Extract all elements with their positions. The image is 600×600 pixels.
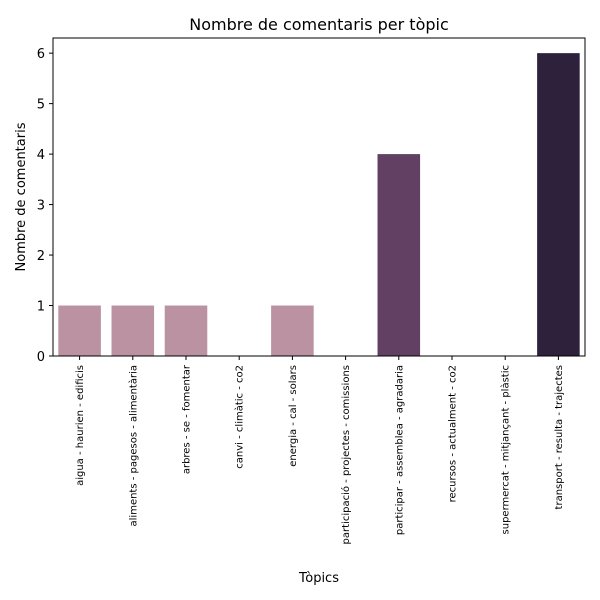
y-axis-label: Nombre de comentaris	[14, 122, 29, 271]
y-tick-label: 0	[37, 350, 45, 365]
bars-group	[58, 53, 580, 357]
y-tick-label: 2	[37, 249, 45, 264]
x-tick-label: participar - assemblea - agradaria	[394, 365, 405, 535]
bar	[111, 305, 155, 356]
bar	[58, 305, 101, 356]
y-tick-label: 6	[37, 47, 45, 62]
chart-title: Nombre de comentaris per tòpic	[189, 15, 449, 34]
x-tick-label: supermercat - mitjançant - plàstic	[500, 365, 512, 534]
bar	[164, 305, 208, 356]
x-axis-ticks: aigua - haurien - edificis aliments - pag…	[75, 356, 565, 544]
bar	[537, 53, 580, 357]
y-tick-label: 1	[37, 300, 45, 315]
x-tick-label: canvi - climàtic - co2	[234, 365, 246, 469]
y-axis-ticks: 0 1 2 3 4 5 6	[37, 47, 53, 365]
x-tick-label: participació - projectes - comissions	[340, 365, 352, 544]
x-tick-label: recursos - actualment - co2	[448, 365, 459, 502]
x-tick-label: energia - cal - solars	[288, 365, 299, 467]
bar	[271, 305, 314, 356]
x-tick-label: aliments - pagesos - alimentària	[127, 365, 139, 526]
y-tick-label: 4	[37, 148, 45, 163]
bar	[377, 154, 421, 356]
y-tick-label: 3	[37, 199, 45, 214]
y-tick-label: 5	[37, 98, 45, 113]
x-tick-label: arbres - se - fomentar	[182, 364, 193, 474]
x-tick-label: transport - resulta - trajectes	[554, 365, 565, 509]
plot-frame	[52, 37, 586, 357]
x-tick-label: aigua - haurien - edificis	[75, 365, 86, 486]
x-axis-label: Tòpics	[298, 571, 339, 586]
